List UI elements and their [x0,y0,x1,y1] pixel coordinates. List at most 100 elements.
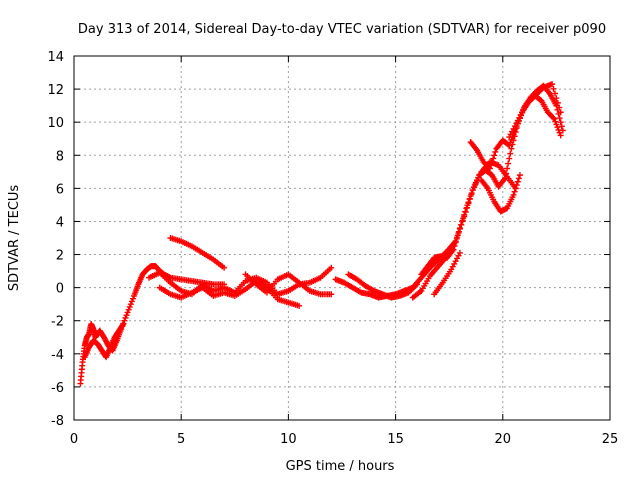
series-track-n [431,249,463,298]
data-point [462,209,469,216]
data-point [514,178,521,185]
data-point [474,177,481,184]
x-axis-ticks: 0 5 10 15 20 25 [70,56,618,447]
data-point [456,249,463,256]
series-track-i [418,82,566,278]
data-point [510,191,517,198]
x-tick-label: 10 [280,432,297,447]
data-point [555,126,562,133]
x-axis-label: GPS time / hours [286,459,395,474]
data-point [328,291,335,298]
series-track-b [81,321,127,361]
data-point [452,238,459,245]
data-point [455,230,462,237]
data-point [127,301,134,308]
data-point [515,175,522,182]
data-point [458,221,465,228]
data-point [506,155,513,162]
data-point [414,281,421,288]
data-point [551,90,558,97]
data-point [556,129,563,136]
data-point [471,183,478,190]
data-point [123,312,130,319]
series-track-f [242,271,335,298]
data-point [553,121,560,128]
y-tick-label: -8 [51,414,64,429]
data-point [550,114,557,121]
y-tick-label: 2 [56,249,64,264]
y-tick-label: 12 [47,83,64,98]
y-axis-label: SDTVAR / TECUs [7,185,22,292]
data-point [464,204,471,211]
data-point [472,180,479,187]
data-point [507,150,514,157]
data-point [128,298,135,305]
y-tick-label: 14 [47,50,64,65]
data-point [459,218,466,225]
data-point [488,162,495,169]
series-track-d [167,235,228,271]
grid-lines [74,56,610,420]
data-point [554,124,561,131]
data-point [328,264,335,271]
y-axis-ticks: -8 -6 -4 -2 0 2 4 6 8 10 12 14 [47,50,610,429]
data-point [512,185,519,192]
plot-frame [73,55,611,421]
data-point [556,104,563,111]
series-track-k [467,92,564,172]
data-point [551,115,558,122]
data-point [513,182,520,189]
data-point [476,171,483,178]
x-tick-label: 5 [177,432,185,447]
y-tick-label: -2 [51,315,64,330]
series-track-m [506,81,564,141]
data-point [126,303,133,310]
data-point [557,132,564,139]
y-tick-label: -6 [51,381,64,396]
data-point [466,195,473,202]
data-point [556,115,563,122]
data-point [119,322,126,329]
data-point [486,165,493,172]
y-tick-label: 6 [56,182,64,197]
data-point [553,95,560,102]
y-tick-label: 10 [47,116,64,131]
data-point [490,155,497,162]
data-point [506,142,513,149]
series-track-e [156,278,303,309]
data-point [557,119,564,126]
data-point [505,160,512,167]
data-point [549,81,556,88]
x-tick-label: 25 [602,432,619,447]
data-points [77,81,566,387]
data-point [504,165,511,172]
data-point [122,314,129,321]
data-point [508,145,515,152]
data-point [129,295,136,302]
data-point [491,152,498,159]
y-tick-label: 8 [56,149,64,164]
data-point [552,118,559,125]
y-tick-label: 0 [56,282,64,297]
data-point [456,225,463,232]
data-point [120,321,127,328]
data-point [557,109,564,116]
y-tick-label: -4 [51,348,64,363]
data-point [507,139,514,146]
data-point [550,85,557,92]
data-point [461,213,468,220]
data-point [492,148,499,155]
data-point [221,264,228,271]
data-point [554,99,561,106]
chart-title: Day 313 of 2014, Sidereal Day-to-day VTE… [78,22,606,37]
data-point [558,123,565,130]
data-point [489,158,496,165]
data-point [125,306,132,313]
data-point [469,187,476,194]
data-point [121,317,128,324]
y-tick-label: 4 [56,215,64,230]
x-tick-label: 0 [70,432,78,447]
data-point [468,191,475,198]
x-tick-label: 20 [495,432,512,447]
